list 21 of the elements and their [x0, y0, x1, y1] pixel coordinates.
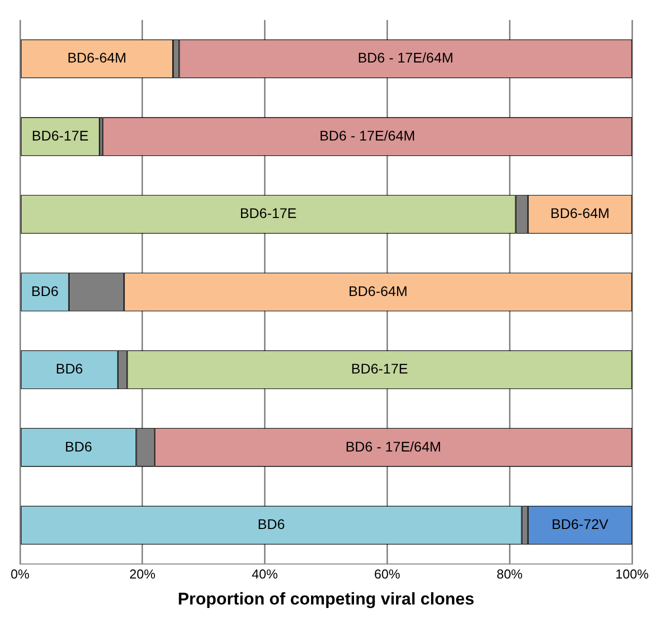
x-tick-label: 0% — [10, 566, 30, 582]
x-tick-label: 80% — [496, 566, 524, 582]
data-label: BD6 — [56, 360, 84, 377]
data-label: BD6 - 17E/64M — [319, 127, 416, 144]
data-label: BD6-72V — [552, 516, 610, 532]
data-label: BD6-64M — [550, 205, 610, 222]
x-tick-label: 20% — [129, 566, 156, 582]
data-label: BD6 — [64, 438, 92, 454]
data-label: BD6-17E — [32, 127, 89, 144]
x-tick-label: 60% — [374, 566, 401, 582]
data-label: BD6-64M — [348, 282, 408, 299]
x-axis-title: Proportion of competing viral clones — [178, 589, 474, 608]
data-label: BD6 - 17E/64M — [345, 438, 442, 454]
data-label: BD6-17E — [351, 360, 408, 377]
x-tick-label: 100% — [615, 566, 650, 582]
data-label: BD6-64M — [67, 50, 126, 66]
data-label: BD6 — [258, 516, 286, 532]
data-label: BD6 — [31, 282, 59, 299]
data-label: BD6-17E — [240, 205, 297, 222]
x-tick-label: 40% — [252, 566, 278, 582]
data-label: BD6 - 17E/64M — [358, 50, 454, 66]
